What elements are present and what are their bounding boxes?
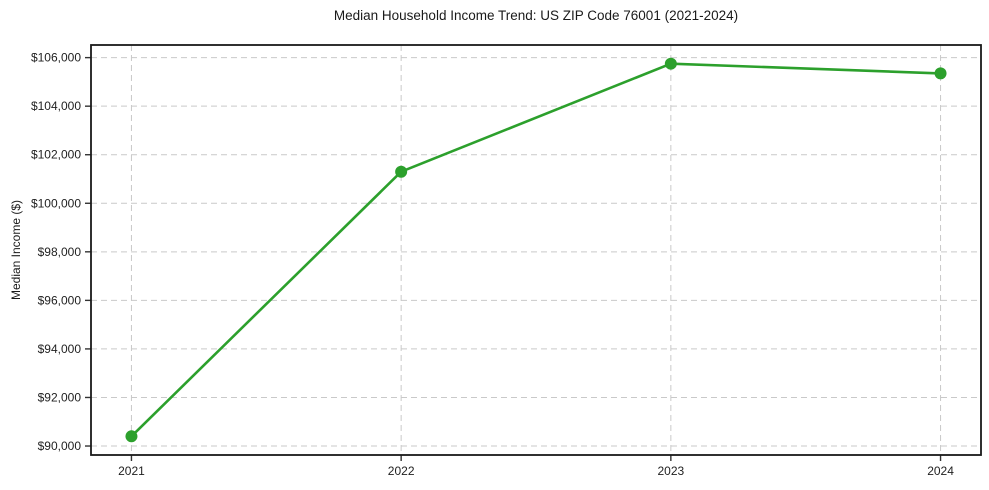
x-tick-label: 2021: [118, 464, 145, 478]
x-tick-label: 2024: [927, 464, 954, 478]
y-tick-label: $104,000: [31, 99, 81, 113]
y-tick-label: $90,000: [38, 439, 82, 453]
y-tick-label: $98,000: [38, 245, 82, 259]
x-tick-label: 2022: [388, 464, 415, 478]
y-tick-label: $96,000: [38, 293, 82, 307]
grid-layer: [91, 45, 981, 455]
x-tick-label: 2023: [657, 464, 684, 478]
data-point-2021: [125, 430, 138, 443]
plot-border: [90, 44, 982, 456]
y-tick-label: $94,000: [38, 342, 82, 356]
data-point-2024: [934, 67, 947, 80]
data-point-2022: [395, 165, 408, 178]
data-point-2023: [664, 57, 677, 70]
chart-title: Median Household Income Trend: US ZIP Co…: [333, 8, 739, 23]
y-tick-label: $100,000: [31, 196, 81, 210]
tick-layer: [85, 56, 942, 461]
trend-line: [130, 62, 942, 438]
y-tick-label: $102,000: [31, 148, 81, 162]
tick-label-layer: $90,000 $92,000 $94,000 $96,000 $98,000 $100,…: [31, 51, 954, 478]
y-axis-title: Median Income ($): [9, 199, 23, 301]
series-layer: [125, 57, 947, 443]
y-tick-label: $106,000: [31, 51, 81, 65]
y-tick-label: $92,000: [38, 390, 82, 404]
